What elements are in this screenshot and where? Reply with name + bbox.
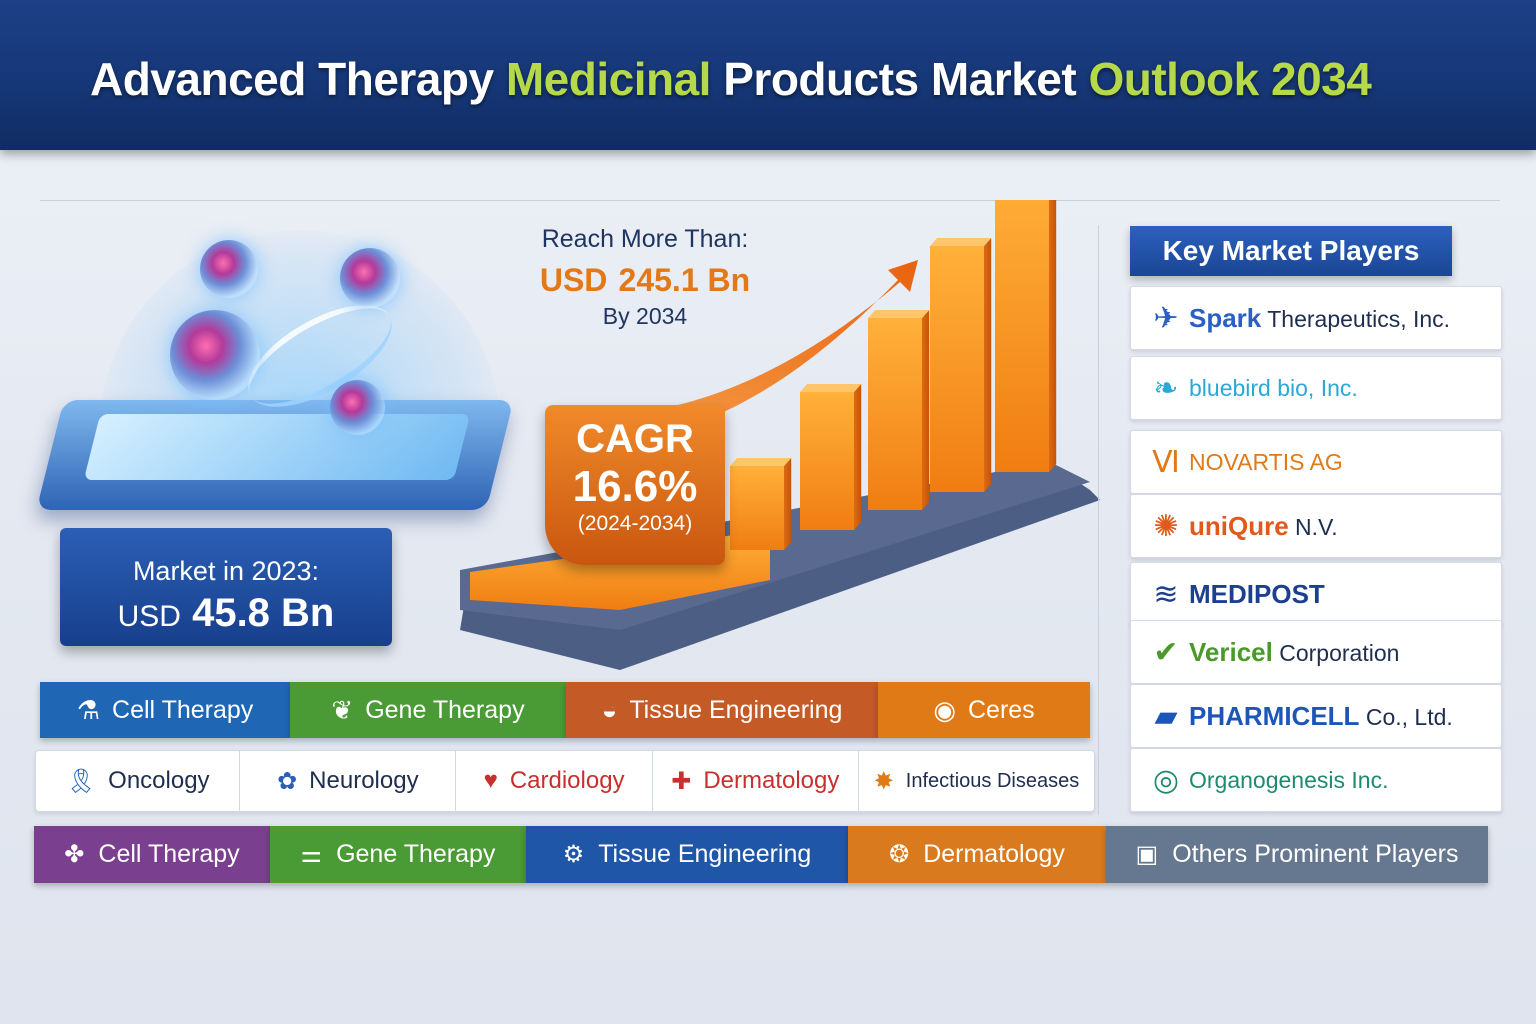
- cell-therapy-icon: ⚗: [76, 694, 101, 725]
- uniqure-logo-icon: ✺: [1153, 509, 1179, 543]
- application-item: ✸ Infectious Diseases: [859, 751, 1094, 811]
- player-card: ▰ PHARMICELL Co., Ltd.: [1130, 684, 1502, 748]
- segment-item: ✤ Cell Therapy: [34, 826, 270, 883]
- bluebird-logo-icon: ❧: [1153, 371, 1179, 405]
- tissue-icon: ⚙: [562, 841, 585, 868]
- growth-chart: [440, 164, 1120, 680]
- key-players-title: Key Market Players: [1130, 226, 1452, 276]
- player-card: ❧ bluebird bio, Inc.: [1130, 356, 1502, 420]
- page-title: Advanced Therapy Medicinal Products Mark…: [90, 53, 1372, 105]
- cell-icon: [340, 248, 400, 308]
- chart-bar: [868, 310, 930, 510]
- product-label: Tissue Engineering: [629, 695, 843, 724]
- organogenesis-logo-icon: ◎: [1152, 763, 1180, 797]
- market-2023-box: Market in 2023: USD 45.8 Bn: [60, 528, 392, 646]
- application-label: Dermatology: [703, 767, 840, 794]
- segment-label: Others Prominent Players: [1172, 840, 1459, 868]
- application-item: 🎗 Oncology: [36, 751, 241, 811]
- ceres-icon: ◉: [933, 694, 956, 725]
- player-card: ◎ Organogenesis Inc.: [1130, 748, 1502, 812]
- product-item: ⚗ Cell Therapy: [40, 682, 290, 738]
- cagr-label: CAGR: [576, 417, 694, 461]
- virus-icon: ✸: [873, 767, 894, 795]
- product-item: ◒ Tissue Engineering: [566, 682, 878, 738]
- dna-icon: ⚌: [300, 841, 323, 868]
- cell-icon: [200, 240, 258, 298]
- growth-chart-svg: [460, 164, 1100, 670]
- segment-label: Cell Therapy: [98, 840, 240, 868]
- content-panel: [40, 200, 1500, 921]
- product-item: ◉ Ceres: [878, 682, 1090, 738]
- novartis-logo-icon: Ⅵ: [1152, 445, 1180, 479]
- player-name: PHARMICELL Co., Ltd.: [1189, 700, 1453, 731]
- application-item: ♥ Cardiology: [456, 751, 653, 811]
- segment-label: Gene Therapy: [336, 840, 496, 868]
- header-banner: Advanced Therapy Medicinal Products Mark…: [0, 0, 1536, 150]
- segment-item: ⚙ Tissue Engineering: [526, 826, 848, 883]
- application-label: Cardiology: [509, 767, 625, 794]
- divider: [1098, 225, 1099, 815]
- product-label: Ceres: [968, 695, 1035, 724]
- player-name: NOVARTIS AG: [1189, 448, 1343, 475]
- player-card: ✈ Spark Therapeutics, Inc.: [1130, 286, 1502, 350]
- player-name: uniQure N.V.: [1189, 510, 1338, 541]
- player-name: Spark Therapeutics, Inc.: [1189, 302, 1451, 333]
- segment-strip: ✤ Cell Therapy ⚌ Gene Therapy ⚙ Tissue Engine…: [34, 826, 1488, 883]
- application-label: Infectious Diseases: [905, 769, 1080, 792]
- spark-logo-icon: ✈: [1153, 301, 1179, 335]
- cagr-period: (2024-2034): [577, 512, 693, 535]
- product-label: Cell Therapy: [112, 695, 254, 724]
- application-item: ✿ Neurology: [240, 751, 457, 811]
- player-name: Vericel Corporation: [1189, 636, 1400, 667]
- product-item: ❦ Gene Therapy: [290, 682, 566, 738]
- application-label: Neurology: [309, 767, 419, 794]
- segment-item: ⚌ Gene Therapy: [270, 826, 526, 883]
- segment-label: Tissue Engineering: [598, 840, 812, 868]
- player-card: ≋ MEDIPOST: [1130, 562, 1502, 626]
- player-name: Organogenesis Inc.: [1189, 766, 1389, 793]
- application-label: Oncology: [108, 767, 210, 794]
- chart-bar: [730, 458, 792, 550]
- segment-item: ▣ Others Prominent Players: [1106, 826, 1488, 883]
- segment-item: ❂ Dermatology: [848, 826, 1106, 883]
- forecast-block: Reach More Than: USD 245.1 Bn By 2034: [470, 225, 820, 330]
- brain-icon: ✿: [277, 767, 298, 795]
- heart-icon: ♥: [483, 767, 498, 794]
- medipost-logo-icon: ≋: [1153, 577, 1179, 611]
- chart-bar: [995, 164, 1057, 472]
- market-2023-value: USD 45.8 Bn: [117, 591, 335, 635]
- reach-label: Reach More Than:: [541, 225, 749, 253]
- cross-icon: ✚: [671, 767, 692, 795]
- forecast-value: USD 245.1 Bn: [539, 262, 751, 298]
- cell-icon: [170, 310, 260, 400]
- lab-illustration: [36, 230, 514, 550]
- skin-icon: ❂: [889, 841, 910, 868]
- player-card: ✔ Vericel Corporation: [1130, 620, 1502, 684]
- ribbon-icon: 🎗: [65, 767, 97, 795]
- vericel-logo-icon: ✔: [1153, 635, 1179, 669]
- segment-label: Dermatology: [923, 840, 1065, 868]
- cell-icon: [330, 380, 385, 435]
- player-name: bluebird bio, Inc.: [1189, 374, 1358, 401]
- gene-therapy-icon: ❦: [331, 694, 354, 725]
- player-card: Ⅵ NOVARTIS AG: [1130, 430, 1502, 494]
- application-item: ✚ Dermatology: [653, 751, 859, 811]
- player-card: ✺ uniQure N.V.: [1130, 494, 1502, 558]
- forecast-year: By 2034: [602, 303, 688, 329]
- player-name: MEDIPOST: [1189, 578, 1325, 609]
- box-icon: ▣: [1135, 841, 1159, 868]
- product-strip: ⚗ Cell Therapy ❦ Gene Therapy ◒ Tissue Engine…: [40, 682, 1090, 738]
- chart-bar: [800, 384, 862, 530]
- cagr-value: 16.6%: [572, 462, 698, 511]
- market-2023-label: Market in 2023:: [132, 556, 320, 586]
- application-strip: 🎗 Oncology ✿ Neurology ♥ Cardiology ✚ Dermatolo…: [35, 750, 1095, 812]
- cagr-badge: CAGR 16.6% (2024-2034): [545, 405, 725, 565]
- pharmicell-logo-icon: ▰: [1154, 699, 1178, 733]
- chart-bar: [930, 238, 992, 492]
- tissue-engineering-icon: ◒: [601, 694, 618, 725]
- cell-icon: ✤: [64, 841, 85, 868]
- product-label: Gene Therapy: [365, 695, 525, 724]
